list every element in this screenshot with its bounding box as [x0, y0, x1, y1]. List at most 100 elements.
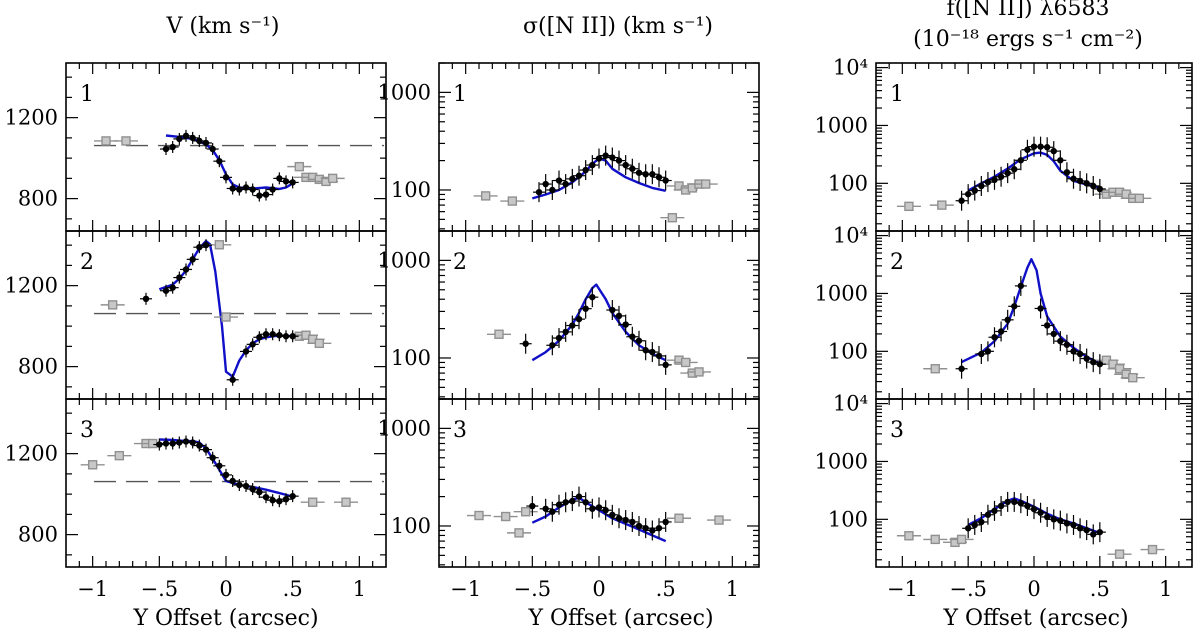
data-point — [562, 180, 569, 188]
panel-number: 3 — [453, 418, 467, 443]
panel-frame — [875, 398, 1193, 568]
panel-number: 2 — [80, 250, 94, 275]
outer-point — [1134, 193, 1145, 204]
data-point — [549, 342, 556, 349]
panel-number: 1 — [890, 82, 904, 107]
data-point — [642, 171, 649, 178]
data-point — [615, 157, 623, 164]
outer-point — [520, 507, 531, 517]
x-tick-label: 0 — [1027, 577, 1040, 601]
data-point — [549, 186, 556, 194]
data-point — [1011, 303, 1018, 310]
data-point — [1024, 146, 1031, 153]
data-point — [649, 527, 656, 534]
data-point — [289, 492, 296, 500]
data-point — [615, 312, 623, 320]
data-point — [1004, 316, 1011, 324]
data-point — [984, 511, 992, 518]
outer-point — [327, 173, 338, 184]
x-tick-label: .5 — [283, 577, 303, 601]
x-tick-label: −1 — [450, 577, 481, 601]
data-point — [997, 328, 1005, 335]
data-point — [1030, 143, 1038, 150]
data-point — [1076, 350, 1084, 358]
data-point — [1017, 282, 1025, 290]
outer-point — [904, 531, 914, 541]
data-point — [609, 511, 616, 519]
data-point — [1096, 185, 1104, 193]
panel-number: 3 — [890, 418, 904, 443]
panel-2-2: 100 1000 10⁴ 3 −1 −.5 0 .5 1 — [815, 392, 1193, 601]
data-point — [236, 481, 243, 489]
data-point — [229, 185, 236, 192]
data-point — [176, 274, 183, 281]
x-tick-label: 0 — [219, 577, 232, 601]
outer-point — [494, 329, 504, 339]
data-point — [958, 197, 965, 204]
data-point — [662, 177, 669, 184]
panel-frame — [65, 62, 387, 232]
outer-point — [507, 196, 518, 206]
data-point — [1043, 322, 1051, 329]
panel-frame — [438, 62, 760, 232]
data-point — [156, 441, 163, 448]
data-point — [997, 502, 1005, 510]
x-tick-label: 1 — [353, 577, 366, 601]
data-point — [582, 166, 589, 174]
data-point — [649, 171, 656, 178]
data-point — [642, 524, 649, 532]
y-tick-label: 100 — [828, 339, 868, 363]
data-point — [629, 333, 636, 340]
data-point — [269, 497, 276, 504]
outer-point — [314, 338, 325, 349]
outer-point — [480, 191, 491, 201]
data-point — [978, 350, 985, 358]
outer-point — [1114, 364, 1125, 374]
data-point — [162, 287, 170, 294]
data-point — [662, 518, 669, 526]
data-point — [555, 501, 563, 508]
data-point — [1057, 337, 1064, 345]
model-curve — [165, 134, 294, 191]
data-point — [589, 161, 596, 169]
data-point — [595, 155, 603, 162]
data-point — [542, 505, 549, 512]
data-point — [575, 493, 583, 500]
data-point — [229, 477, 236, 485]
x-tick-label: −.5 — [949, 577, 987, 601]
data-point — [289, 333, 296, 340]
data-point — [622, 161, 629, 169]
outer-point — [341, 497, 351, 507]
x-tick-label: 1 — [1159, 577, 1172, 601]
data-point — [971, 187, 978, 194]
outer-point — [930, 364, 940, 374]
data-point — [1096, 360, 1104, 368]
x-tick-label: 1 — [726, 577, 739, 601]
data-point — [142, 295, 150, 303]
y-tick-label: 10⁴ — [833, 56, 868, 80]
data-point — [991, 334, 998, 341]
y-tick-label: 1000 — [815, 281, 868, 305]
panel-0-1: 800 1200 2 — [5, 230, 387, 400]
outer-point — [1128, 373, 1138, 383]
data-point — [196, 442, 203, 449]
data-point — [289, 179, 296, 186]
data-point — [256, 488, 263, 496]
data-point — [1083, 180, 1090, 187]
data-point — [1030, 505, 1038, 513]
data-point — [649, 348, 656, 356]
data-point — [1043, 513, 1051, 521]
data-point — [609, 154, 616, 161]
outer-point — [87, 460, 98, 470]
panel-frame — [65, 398, 387, 568]
data-point — [222, 471, 230, 479]
data-point — [984, 178, 992, 186]
col-title-velocity: V (km s⁻¹) — [166, 14, 280, 39]
data-point — [575, 315, 583, 323]
data-point — [1050, 330, 1057, 338]
data-point — [1063, 341, 1071, 348]
outer-point — [107, 300, 118, 310]
y-tick-label: 1000 — [815, 449, 868, 473]
